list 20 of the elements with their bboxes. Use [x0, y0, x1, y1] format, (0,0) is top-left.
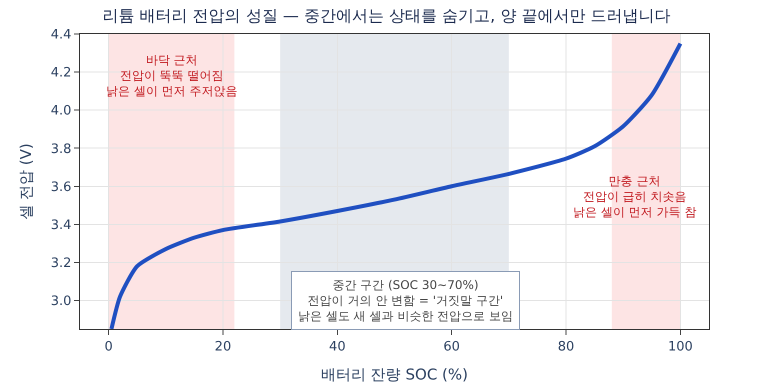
y-tick-label: 3.2: [50, 256, 72, 271]
x-tick-label: 40: [329, 340, 346, 355]
y-tick-label: 3.6: [50, 180, 72, 195]
y-tick-label: 4.0: [50, 104, 72, 119]
y-tick-label: 3.8: [50, 142, 72, 157]
band-label: 중간 구간 (SOC 30~70%) 전압이 거의 안 변함 = '거짓말 구간' 낡은 셀도 새 셀과 비슷한 전압으로 보임: [298, 278, 513, 324]
x-axis-title: 배터리 잔량 SOC (%): [320, 366, 468, 384]
x-tick-label: 60: [443, 340, 460, 355]
x-tick-label: 20: [214, 340, 232, 355]
band-label: 바닥 근처 전압이 뚝뚝 떨어짐 낡은 셀이 먼저 주저앉음: [106, 53, 238, 98]
y-tick-label: 4.4: [50, 28, 72, 43]
band-label: 만충 근처 전압이 급히 치솟음 낡은 셀이 먼저 가득 참: [573, 174, 696, 220]
chart-title: 리튬 배터리 전압의 성질 — 중간에서는 상태를 숨기고, 양 끝에서만 드러냅니다: [102, 6, 670, 25]
y-tick-label: 3.0: [50, 294, 72, 309]
x-tick-label: 80: [558, 340, 574, 355]
y-tick-label: 4.2: [50, 66, 72, 81]
x-tick-label: 100: [668, 340, 693, 355]
y-axis-title: 셀 전압 (V): [16, 143, 35, 220]
y-tick-label: 3.4: [50, 218, 72, 233]
x-tick-label: 0: [104, 340, 113, 355]
